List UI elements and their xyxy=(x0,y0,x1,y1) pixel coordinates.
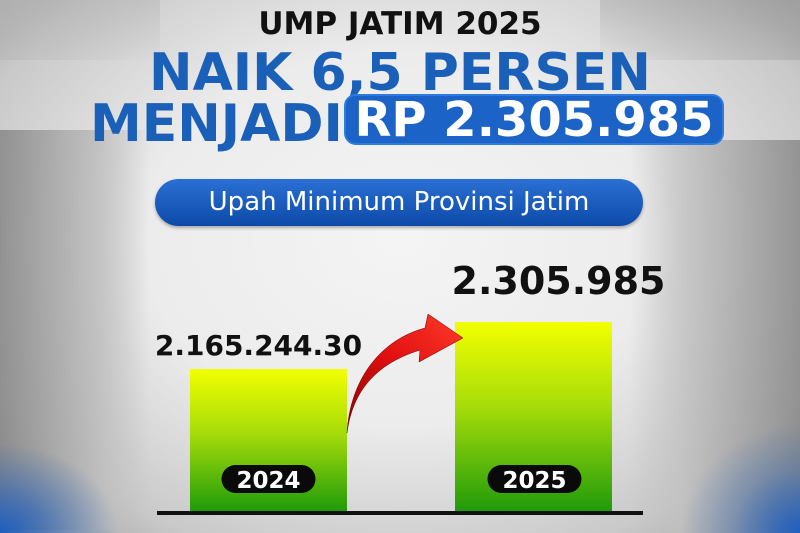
background-photo-top-left xyxy=(0,0,160,60)
category-label: 2024 xyxy=(236,468,300,494)
headline-line2: MENJADI xyxy=(90,94,343,154)
data-label: 2.165.244.30 xyxy=(155,329,362,362)
background-photo-top-right xyxy=(600,0,800,60)
headline-line1: NAIK 6,5 PERSEN xyxy=(149,43,651,103)
category-pill xyxy=(487,465,582,493)
category-pill xyxy=(221,465,316,493)
title: UMP JATIM 2025 xyxy=(258,6,542,42)
subtitle-pill: Upah Minimum Provinsi Jatim xyxy=(155,179,643,226)
category-label: 2025 xyxy=(502,468,566,494)
increase-arrow xyxy=(346,313,464,434)
highlight-value: RP 2.305.985 xyxy=(344,94,724,145)
blue-glow-right xyxy=(680,423,800,533)
blue-glow xyxy=(0,443,120,533)
data-label: 2.305.985 xyxy=(452,259,666,303)
